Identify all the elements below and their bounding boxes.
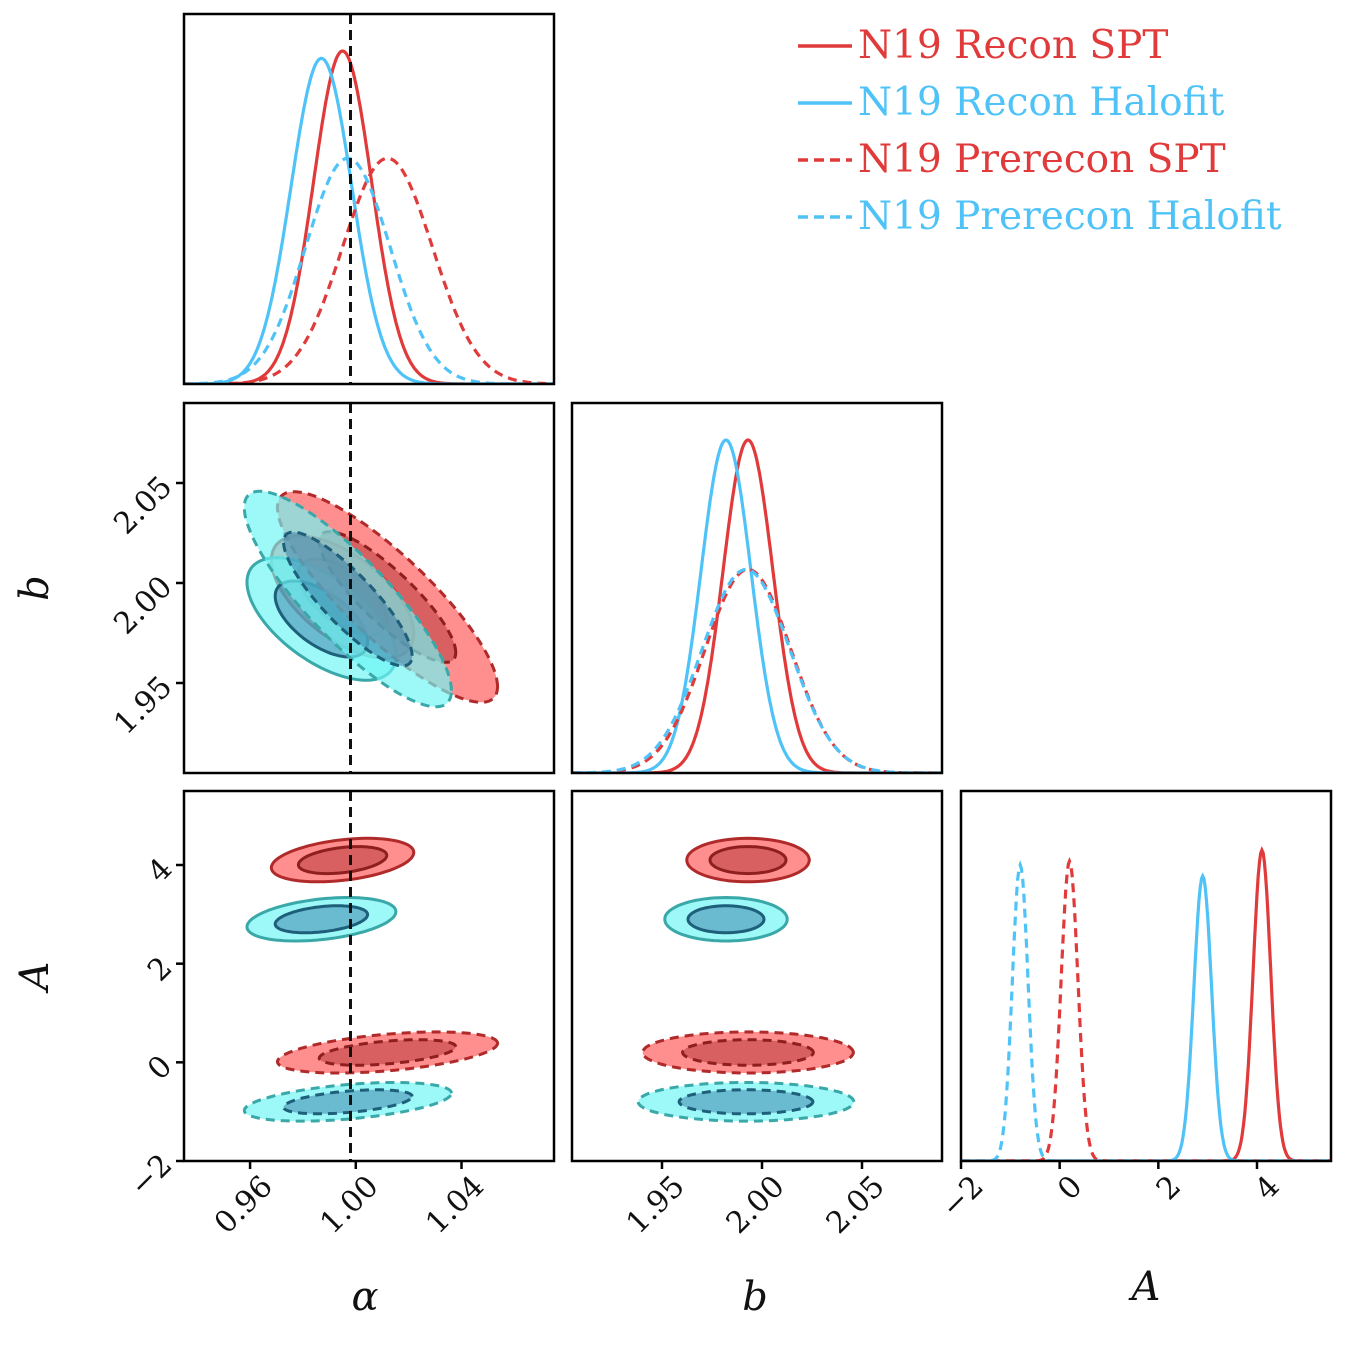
marginal-curve-b-n19-prerecon-spt (572, 567, 942, 773)
x-tick-label-A: −2 (935, 1169, 991, 1225)
contour-95-b-A-n19-prerecon-halofit (636, 1081, 856, 1123)
x-axis-title-A: A (1128, 1264, 1161, 1310)
x-axis-title-b: b (742, 1274, 768, 1320)
A-marginal-panel (961, 846, 1331, 1161)
contour-95-b-A-n19-recon-spt (685, 836, 811, 884)
panel-frame (570, 789, 944, 1163)
y-tick-label-b: 1.95 (107, 670, 179, 742)
marginal-curve-A-n19-recon-spt (961, 846, 1331, 1161)
y-axis-title-b: b (12, 575, 58, 601)
x-tick-label-alpha: 0.96 (208, 1169, 280, 1241)
x-tick-label-A: 2 (1150, 1169, 1188, 1207)
x-tick-label-b: 2.05 (820, 1169, 892, 1241)
panel-frame (959, 789, 1333, 1163)
contour-68-alpha-A-n19-recon-spt (296, 845, 389, 876)
axis-titles: α b Ab A (12, 575, 1160, 1320)
marginal-curve-alpha-n19-recon-spt (184, 49, 554, 384)
panel-frame (182, 12, 556, 386)
x-tick-label-A: 0 (1051, 1169, 1089, 1207)
contour-68-b-A-n19-prerecon-halofit (677, 1088, 815, 1116)
alpha-b-contour-panel (242, 403, 500, 773)
contour-95-alpha-b-n19-prerecon-halofit (242, 489, 454, 709)
panel-frame (182, 401, 556, 775)
y-tick-label-A: −2 (123, 1148, 179, 1204)
contour-68-alpha-A-n19-recon-halofit (273, 904, 370, 935)
y-tick-label-b: 2.00 (107, 570, 179, 642)
alpha-marginal-panel (184, 14, 554, 384)
y-tick-label-A: 2 (141, 950, 179, 988)
contour-68-b-A-n19-recon-spt (708, 845, 788, 876)
x-axis-title-alpha: α (351, 1274, 378, 1320)
marginal-curve-b-n19-recon-spt (572, 438, 942, 773)
panel-frame (570, 401, 944, 775)
b-marginal-panel (572, 438, 942, 773)
legend-label: N19 Recon Halofit (858, 80, 1225, 125)
marginal-curve-alpha-n19-prerecon-halofit (184, 156, 554, 384)
contour-95-b-A-n19-prerecon-spt (641, 1030, 855, 1075)
x-tick-label-A: 4 (1248, 1169, 1286, 1207)
contour-68-b-A-n19-prerecon-spt (681, 1038, 815, 1067)
legend: N19 Recon SPT N19 Recon Halofit N19 Prerec… (798, 23, 1282, 239)
b-A-contour-panel (636, 836, 856, 1123)
y-tick-label-b: 2.05 (107, 470, 179, 542)
x-tick-label-b: 1.95 (620, 1169, 692, 1241)
contour-68-alpha-A-n19-prerecon-spt (317, 1038, 458, 1067)
panel-frames (182, 12, 1333, 1163)
contour-68-alpha-A-n19-prerecon-halofit (282, 1088, 414, 1116)
y-axis-title-A: A (12, 962, 58, 995)
contour-95-b-A-n19-recon-halofit (663, 895, 789, 943)
marginal-curve-b-n19-recon-halofit (572, 438, 942, 773)
y-tick-label-A: 4 (141, 852, 179, 890)
legend-label: N19 Prerecon Halofit (858, 194, 1282, 239)
marginal-curve-b-n19-prerecon-halofit (572, 567, 942, 773)
x-tick-label-b: 2.00 (720, 1169, 792, 1241)
legend-label: N19 Prerecon SPT (858, 137, 1226, 182)
alpha-A-contour-panel (242, 791, 500, 1161)
marginal-curve-A-n19-prerecon-halofit (961, 859, 1331, 1161)
legend-label: N19 Recon SPT (858, 23, 1168, 68)
contour-68-alpha-b-n19-prerecon-halofit (282, 530, 414, 668)
contour-68-b-A-n19-recon-halofit (686, 904, 766, 935)
panel-frame (182, 789, 556, 1163)
x-tick-label-alpha: 1.04 (419, 1169, 491, 1241)
y-tick-label-A: 0 (141, 1049, 179, 1087)
marginal-curve-alpha-n19-prerecon-spt (184, 156, 554, 384)
marginal-curve-alpha-n19-recon-halofit (184, 56, 554, 384)
contour-95-alpha-A-n19-prerecon-halofit (242, 1081, 454, 1123)
x-tick-label-alpha: 1.00 (314, 1169, 386, 1241)
